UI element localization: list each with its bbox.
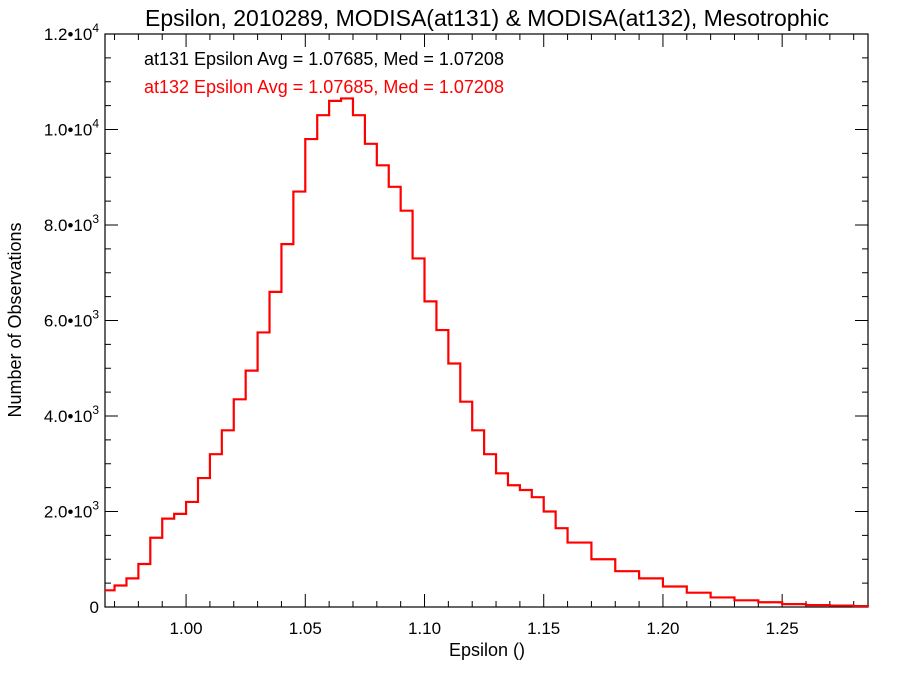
chart-title: Epsilon, 2010289, MODISA(at131) & MODISA… <box>145 5 829 31</box>
y-tick-exponent: 3 <box>92 403 99 417</box>
y-tick-label: 4.0•103 <box>44 403 100 426</box>
y-tick-mantissa: 1.2•10 <box>44 25 93 44</box>
x-tick-label: 1.25 <box>766 619 799 638</box>
y-tick-mantissa: 2.0•10 <box>44 503 93 522</box>
axis-ticks: 1.00 1.05 1.10 1.15 1.20 1.2502.0•1034.0•1036… <box>44 21 868 638</box>
y-tick-mantissa: 6.0•10 <box>44 312 93 331</box>
y-tick-label: 1.2•104 <box>44 21 100 44</box>
y-tick-label: 8.0•103 <box>44 212 100 235</box>
y-tick-mantissa: 0 <box>90 598 99 617</box>
y-tick-label: 1.0•104 <box>44 117 100 140</box>
x-tick-label: 1.00 <box>170 619 203 638</box>
x-axis-label: Epsilon () <box>449 640 525 660</box>
plot-frame <box>104 33 869 608</box>
x-tick-label: 1.05 <box>289 619 322 638</box>
x-tick-label: 1.15 <box>527 619 560 638</box>
x-tick-label: 1.10 <box>408 619 441 638</box>
stats-annotation: at132 Epsilon Avg = 1.07685, Med = 1.072… <box>144 77 504 97</box>
y-tick-label: 2.0•103 <box>44 499 100 522</box>
y-tick-label: 6.0•103 <box>44 308 100 331</box>
y-axis-label: Number of Observations <box>5 222 25 417</box>
y-tick-exponent: 3 <box>92 212 99 226</box>
histogram-series-0 <box>105 97 870 608</box>
y-tick-exponent: 3 <box>92 308 99 322</box>
series-layer <box>105 97 870 608</box>
stats-annotation: at131 Epsilon Avg = 1.07685, Med = 1.072… <box>144 49 504 69</box>
stats-annotations: at131 Epsilon Avg = 1.07685, Med = 1.072… <box>144 49 504 97</box>
y-tick-exponent: 3 <box>92 499 99 513</box>
y-tick-mantissa: 8.0•10 <box>44 216 93 235</box>
y-tick-mantissa: 4.0•10 <box>44 407 93 426</box>
y-tick-exponent: 4 <box>92 117 99 131</box>
y-tick-label: 0 <box>90 598 99 617</box>
y-tick-mantissa: 1.0•10 <box>44 121 93 140</box>
y-tick-exponent: 4 <box>92 21 99 35</box>
x-tick-label: 1.20 <box>646 619 679 638</box>
